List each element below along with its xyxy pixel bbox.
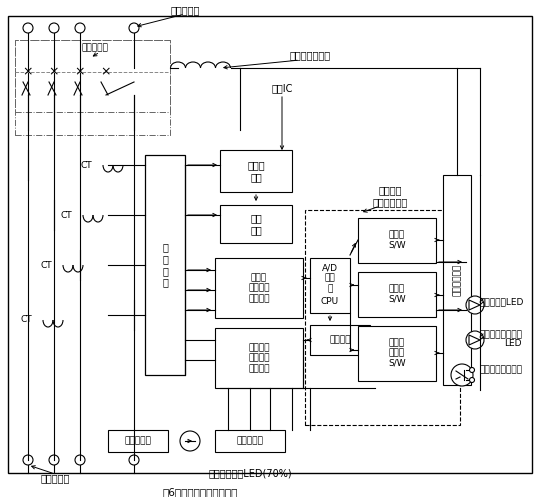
Bar	[215, 258, 303, 318]
Text: 第6図　電子式引外し装置: 第6図 電子式引外し装置	[163, 487, 238, 497]
Text: 短限時
S/W: 短限時 S/W	[388, 230, 406, 249]
Polygon shape	[469, 335, 480, 345]
Bar	[305, 210, 460, 425]
Circle shape	[180, 431, 200, 451]
Text: 負荷側端子: 負荷側端子	[40, 473, 70, 483]
Circle shape	[75, 455, 85, 465]
Text: ×: ×	[49, 66, 59, 79]
Text: CPU: CPU	[321, 298, 339, 307]
Bar	[145, 155, 185, 375]
Bar	[358, 218, 436, 263]
Circle shape	[469, 378, 475, 383]
Text: A/D
交換
器: A/D 交換 器	[322, 263, 338, 293]
Text: マイクロ
コンピュータ: マイクロ コンピュータ	[373, 185, 408, 207]
Text: CT: CT	[80, 161, 92, 169]
Bar	[310, 258, 350, 313]
Circle shape	[466, 296, 484, 314]
Polygon shape	[469, 300, 480, 310]
Circle shape	[469, 367, 475, 372]
Bar	[443, 175, 471, 385]
Text: CT: CT	[20, 316, 32, 325]
Bar	[310, 325, 370, 355]
Circle shape	[466, 331, 484, 349]
Text: LED: LED	[504, 338, 522, 347]
Circle shape	[129, 23, 139, 33]
Text: 長限時
S/W: 長限時 S/W	[388, 284, 406, 304]
Text: ×: ×	[101, 66, 111, 79]
Bar	[215, 328, 303, 388]
Text: トリガー回路: トリガー回路	[453, 264, 462, 296]
Text: 電源側端子: 電源側端子	[170, 5, 200, 15]
Text: プレアラーム表示: プレアラーム表示	[480, 331, 523, 339]
Circle shape	[23, 23, 33, 33]
Text: 入出力部: 入出力部	[329, 335, 351, 344]
Text: 熱
流
回
路: 熱 流 回 路	[162, 243, 168, 287]
Text: トリップコイル: トリップコイル	[289, 50, 330, 60]
Text: プレア
ラーム
S/W: プレア ラーム S/W	[388, 338, 406, 368]
Text: CT: CT	[60, 211, 72, 220]
Text: CT: CT	[40, 260, 52, 269]
Bar	[358, 272, 436, 317]
Text: 専用IC: 専用IC	[271, 83, 293, 93]
Text: ×: ×	[75, 66, 85, 79]
Circle shape	[451, 364, 473, 386]
Text: 定電圧
回路: 定電圧 回路	[247, 160, 265, 182]
Bar	[215, 430, 285, 452]
Text: ウオッチ
ドッグタ
イマ回路: ウオッチ ドッグタ イマ回路	[248, 343, 270, 373]
Bar	[220, 150, 292, 192]
Bar	[220, 205, 292, 243]
Text: 相選択
サンプリ
ング回路: 相選択 サンプリ ング回路	[248, 273, 270, 303]
Circle shape	[23, 455, 33, 465]
Circle shape	[49, 455, 59, 465]
Bar	[15, 40, 170, 112]
Circle shape	[129, 455, 139, 465]
Circle shape	[75, 23, 85, 33]
Text: 負荷電流表示LED(70%): 負荷電流表示LED(70%)	[208, 468, 292, 478]
Bar	[358, 326, 436, 381]
Text: 開閉機構部: 開閉機構部	[82, 44, 109, 53]
Circle shape	[49, 23, 59, 33]
Bar	[15, 40, 170, 135]
Text: プレアラーム出力: プレアラーム出力	[480, 365, 523, 375]
Text: 特性設定部: 特性設定部	[237, 436, 264, 445]
Text: 過電流表示LED: 過電流表示LED	[480, 298, 524, 307]
Text: ×: ×	[23, 66, 33, 79]
Text: 瞬時
回路: 瞬時 回路	[250, 213, 262, 235]
Bar	[108, 430, 168, 452]
Text: テスト入力: テスト入力	[125, 436, 151, 445]
